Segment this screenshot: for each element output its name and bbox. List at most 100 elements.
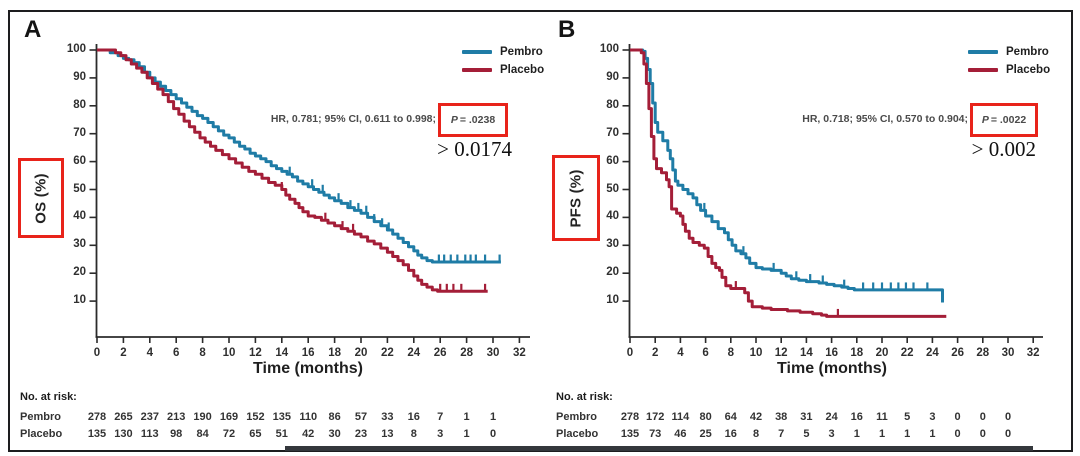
- legend-label: Pembro: [500, 46, 543, 58]
- risk-value-pembro: 11: [876, 411, 888, 423]
- risk-value-pembro: 1: [463, 411, 470, 423]
- risk-value-placebo: 13: [381, 428, 394, 440]
- risk-value-pembro: 0: [1004, 411, 1012, 423]
- risk-value-placebo: 42: [302, 428, 315, 440]
- risk-value-placebo: 0: [979, 428, 986, 440]
- panel-a-hr-annotation: HR, 0.781; 95% CI, 0.611 to 0.998;: [270, 113, 436, 125]
- y-tick-label: 80: [73, 98, 86, 111]
- y-tick-label: 50: [73, 182, 86, 195]
- risk-value-pembro: 152: [246, 411, 265, 423]
- x-tick-label: 30: [1001, 347, 1015, 359]
- risk-value-pembro: 172: [646, 411, 665, 423]
- panel-a-risk-row-pembro-label: Pembro: [20, 411, 61, 423]
- km-curve-placebo: [630, 48, 947, 318]
- risk-value-pembro: 0: [979, 411, 986, 423]
- x-tick-label: 20: [875, 347, 889, 359]
- x-tick-label: 2: [120, 347, 127, 359]
- y-tick-label: 60: [73, 154, 86, 167]
- risk-value-placebo: 8: [752, 428, 760, 440]
- risk-value-placebo: 25: [699, 428, 712, 440]
- risk-value-pembro: 80: [699, 411, 712, 423]
- legend-label: Placebo: [500, 64, 545, 76]
- y-tick-label: 100: [66, 43, 86, 55]
- y-tick-label: 40: [606, 210, 619, 223]
- y-tick-label: 70: [73, 126, 86, 139]
- x-tick-label: 18: [850, 347, 864, 359]
- panel-a-label: A: [24, 16, 42, 43]
- y-tick-label: 30: [606, 238, 619, 251]
- y-tick-label: 90: [73, 70, 86, 83]
- risk-value-placebo: 84: [196, 428, 209, 440]
- y-tick-label: 20: [606, 266, 619, 279]
- x-tick-label: 24: [407, 347, 421, 359]
- panel-a-overlay-value: > 0.0174: [437, 137, 512, 161]
- risk-value-pembro: 190: [193, 411, 212, 423]
- x-tick-label: 4: [146, 347, 153, 359]
- risk-value-placebo: 23: [354, 428, 368, 440]
- risk-value-pembro: 110: [299, 411, 318, 423]
- y-tick-label: 80: [606, 98, 619, 111]
- risk-value-placebo: 72: [222, 428, 236, 440]
- y-tick-label: 10: [73, 294, 86, 307]
- legend-label: Pembro: [1006, 46, 1049, 58]
- panel-a-legend-item-placebo: Placebo: [462, 64, 544, 76]
- risk-value-pembro: 3: [929, 411, 936, 423]
- x-tick-label: 10: [749, 347, 763, 359]
- y-tick-label: 60: [606, 154, 619, 167]
- risk-value-pembro: 42: [749, 411, 763, 423]
- risk-value-placebo: 30: [328, 428, 341, 440]
- legend-label: Placebo: [1006, 64, 1051, 76]
- risk-value-pembro: 24: [825, 411, 838, 423]
- risk-value-placebo: 0: [1004, 428, 1012, 440]
- x-tick-label: 4: [677, 347, 684, 359]
- panel-b-ylabel-redbox: PFS (%): [552, 155, 600, 241]
- risk-value-placebo: 98: [170, 428, 183, 440]
- risk-value-placebo: 51: [275, 428, 288, 440]
- risk-value-pembro: 0: [954, 411, 961, 423]
- figure-frame: [8, 10, 1073, 452]
- x-tick-label: 30: [486, 347, 500, 359]
- x-tick-label: 6: [702, 347, 709, 359]
- x-tick-label: 32: [1026, 347, 1040, 359]
- x-tick-label: 10: [222, 347, 236, 359]
- pembro-line-swatch: [968, 50, 998, 54]
- x-tick-label: 14: [799, 347, 813, 359]
- x-tick-label: 20: [354, 347, 368, 359]
- risk-value-placebo: 7: [778, 428, 785, 440]
- risk-value-pembro: 169: [219, 411, 239, 423]
- panel-b-x-axis-label: Time (months): [777, 360, 887, 377]
- panel-b-y-axis-label: PFS (%): [567, 168, 585, 228]
- risk-value-pembro: 31: [800, 411, 813, 423]
- risk-value-pembro: 16: [850, 411, 863, 423]
- x-tick-label: 6: [172, 347, 180, 359]
- panel-b-hr-annotation: HR, 0.718; 95% CI, 0.570 to 0.904;: [802, 113, 968, 125]
- panel-b-pvalue-redbox: P = .0022: [970, 103, 1038, 137]
- risk-value-placebo: 0: [954, 428, 961, 440]
- placebo-line-swatch: [462, 68, 492, 72]
- x-tick-label: 28: [976, 347, 990, 359]
- risk-value-pembro: 5: [904, 411, 911, 423]
- pvalue-italic-p: P: [981, 114, 989, 126]
- risk-value-placebo: 135: [87, 428, 107, 440]
- risk-value-pembro: 64: [724, 411, 737, 423]
- y-tick-label: 100: [599, 43, 619, 55]
- km-curve-pembro: [630, 48, 944, 303]
- risk-value-pembro: 86: [328, 411, 341, 423]
- risk-value-placebo: 65: [249, 428, 262, 440]
- x-tick-label: 12: [248, 347, 262, 359]
- risk-value-placebo: 1: [904, 428, 911, 440]
- x-tick-label: 22: [900, 347, 914, 359]
- x-tick-label: 0: [93, 347, 101, 359]
- risk-value-pembro: 278: [87, 411, 107, 423]
- x-tick-label: 28: [460, 347, 473, 359]
- risk-value-pembro: 16: [407, 411, 420, 423]
- panel-b-label: B: [558, 16, 576, 43]
- risk-value-placebo: 73: [649, 428, 662, 440]
- x-tick-label: 26: [433, 347, 447, 359]
- panel-a-y-axis-label: OS (%): [32, 172, 50, 224]
- risk-value-placebo: 1: [929, 428, 936, 440]
- risk-value-pembro: 7: [437, 411, 444, 423]
- panel-a-risk-table-title: No. at risk:: [20, 391, 77, 403]
